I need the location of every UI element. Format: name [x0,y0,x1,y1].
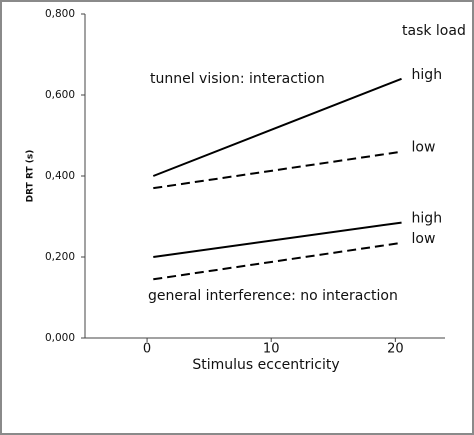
y-tick-label: 0,200 [45,251,75,263]
x-tick-label: 20 [387,342,404,357]
y-tick-label: 0,400 [45,170,75,182]
series-label: low [412,231,436,247]
y-tick-label: 0,800 [45,8,75,20]
series-line [153,221,402,258]
annotation: task load [402,23,466,39]
series-line [152,77,402,177]
y-tick-label: 0,600 [45,89,75,101]
x-tick-label: 0 [143,342,151,357]
x-tick-label: 10 [263,342,280,357]
series-label: high [412,211,443,227]
annotation: general interference: no interaction [148,288,398,304]
series-label: low [412,140,436,156]
annotation: tunnel vision: interaction [150,71,325,87]
y-tick-label: 0,000 [45,332,75,344]
y-axis-label: DRT RT (s) [26,150,36,203]
series-label: high [412,67,443,83]
x-axis-label: Stimulus eccentricity [192,357,339,373]
